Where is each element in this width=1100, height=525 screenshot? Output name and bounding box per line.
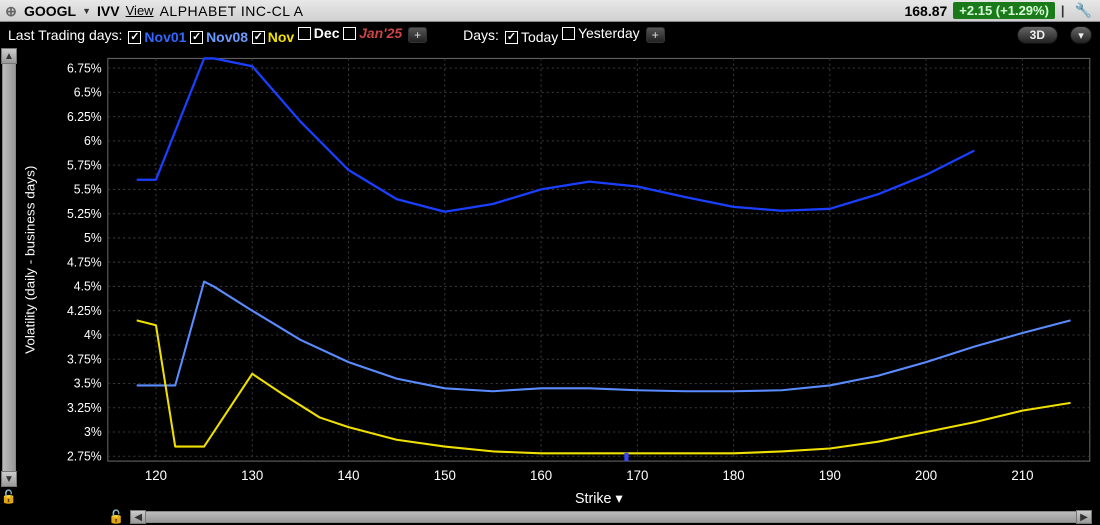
days-label: Days: (463, 27, 499, 43)
svg-text:4.75%: 4.75% (67, 255, 102, 269)
svg-text:190: 190 (819, 468, 841, 483)
horizontal-scroll: 🔓 ◀ ▶ (18, 509, 1092, 525)
svg-text:Strike ▾: Strike ▾ (575, 491, 623, 507)
series-label: Last Trading days: (8, 27, 122, 43)
svg-text:2.75%: 2.75% (67, 449, 102, 463)
add-ticker-icon[interactable]: ⊕ (4, 4, 18, 18)
controls-bar: Last Trading days: Nov01 Nov08 Nov Dec J… (0, 22, 1100, 48)
svg-text:150: 150 (434, 468, 456, 483)
add-day-button[interactable]: + (646, 27, 665, 43)
svg-text:3.5%: 3.5% (74, 377, 102, 391)
expiry-checkbox-dec[interactable]: Dec (298, 25, 340, 41)
day-checkbox-yesterday[interactable]: Yesterday (562, 25, 640, 41)
ticker-symbol[interactable]: GOOGL (24, 3, 76, 19)
svg-text:170: 170 (626, 468, 648, 483)
svg-text:5.5%: 5.5% (74, 182, 102, 196)
toggle-3d-button[interactable]: 3D (1017, 26, 1058, 44)
header-bar: ⊕ GOOGL ▼ IVV View ALPHABET INC-CL A 168… (0, 0, 1100, 22)
svg-text:130: 130 (241, 468, 263, 483)
svg-text:4.25%: 4.25% (67, 304, 102, 318)
svg-text:5%: 5% (84, 231, 102, 245)
scroll-up-button[interactable]: ▲ (1, 48, 17, 64)
header-separator: | (1061, 3, 1065, 18)
scroll-right-button[interactable]: ▶ (1076, 510, 1092, 524)
svg-text:3%: 3% (84, 425, 102, 439)
secondary-ticker[interactable]: IVV (97, 3, 120, 19)
svg-text:180: 180 (723, 468, 745, 483)
view-link[interactable]: View (126, 3, 154, 18)
svg-text:160: 160 (530, 468, 552, 483)
volatility-chart[interactable]: 2.75% 3% 3.25% 3.5% 3.75% 4% 4.25% 4.5% 4.75% 5% 5… (18, 48, 1100, 507)
svg-text:4.5%: 4.5% (74, 280, 102, 294)
price-change-badge: +2.15 (+1.29%) (953, 2, 1055, 19)
svg-text:3.25%: 3.25% (67, 401, 102, 415)
ticker-dropdown-icon[interactable]: ▼ (82, 6, 91, 16)
svg-text:Volatility (daily - business d: Volatility (daily - business days) (22, 166, 37, 354)
day-checkbox-today[interactable]: Today (505, 29, 558, 45)
svg-text:4%: 4% (84, 328, 102, 342)
chart-zone: ▲ ▼ 🔓 2.75% 3% 3.25% 3.5% 3.75% 4% 4.25% 4.5% 4.… (0, 48, 1100, 507)
scroll-left-button[interactable]: ◀ (130, 510, 146, 524)
horizontal-scrollbar[interactable] (146, 511, 1076, 523)
svg-text:140: 140 (337, 468, 359, 483)
vertical-scroll-gutter: ▲ ▼ 🔓 (0, 48, 18, 507)
svg-text:6.25%: 6.25% (67, 110, 102, 124)
add-expiry-button[interactable]: + (408, 27, 427, 43)
lock-y-axis-icon[interactable]: 🔓 (1, 487, 17, 507)
expiry-checkbox-nov[interactable]: Nov (252, 29, 294, 45)
scroll-down-button[interactable]: ▼ (1, 471, 17, 487)
filter-menu-icon[interactable]: ▾ (1070, 26, 1092, 44)
settings-icon[interactable]: 🔧 (1071, 2, 1096, 19)
svg-text:6.75%: 6.75% (67, 61, 102, 75)
expiry-checkbox-nov08[interactable]: Nov08 (190, 29, 248, 45)
last-price: 168.87 (904, 3, 947, 19)
svg-text:6%: 6% (84, 134, 102, 148)
expiry-checkbox-jan25[interactable]: Jan'25 (343, 25, 402, 41)
expiry-checkbox-nov01[interactable]: Nov01 (128, 29, 186, 45)
svg-text:3.75%: 3.75% (67, 352, 102, 366)
svg-text:5.25%: 5.25% (67, 207, 102, 221)
vertical-scrollbar[interactable] (2, 64, 16, 471)
svg-text:200: 200 (915, 468, 937, 483)
company-name: ALPHABET INC-CL A (160, 3, 304, 19)
lock-x-axis-icon[interactable]: 🔓 (18, 509, 130, 525)
svg-text:210: 210 (1011, 468, 1033, 483)
svg-text:5.75%: 5.75% (67, 158, 102, 172)
svg-text:6.5%: 6.5% (74, 85, 102, 99)
svg-text:120: 120 (145, 468, 167, 483)
